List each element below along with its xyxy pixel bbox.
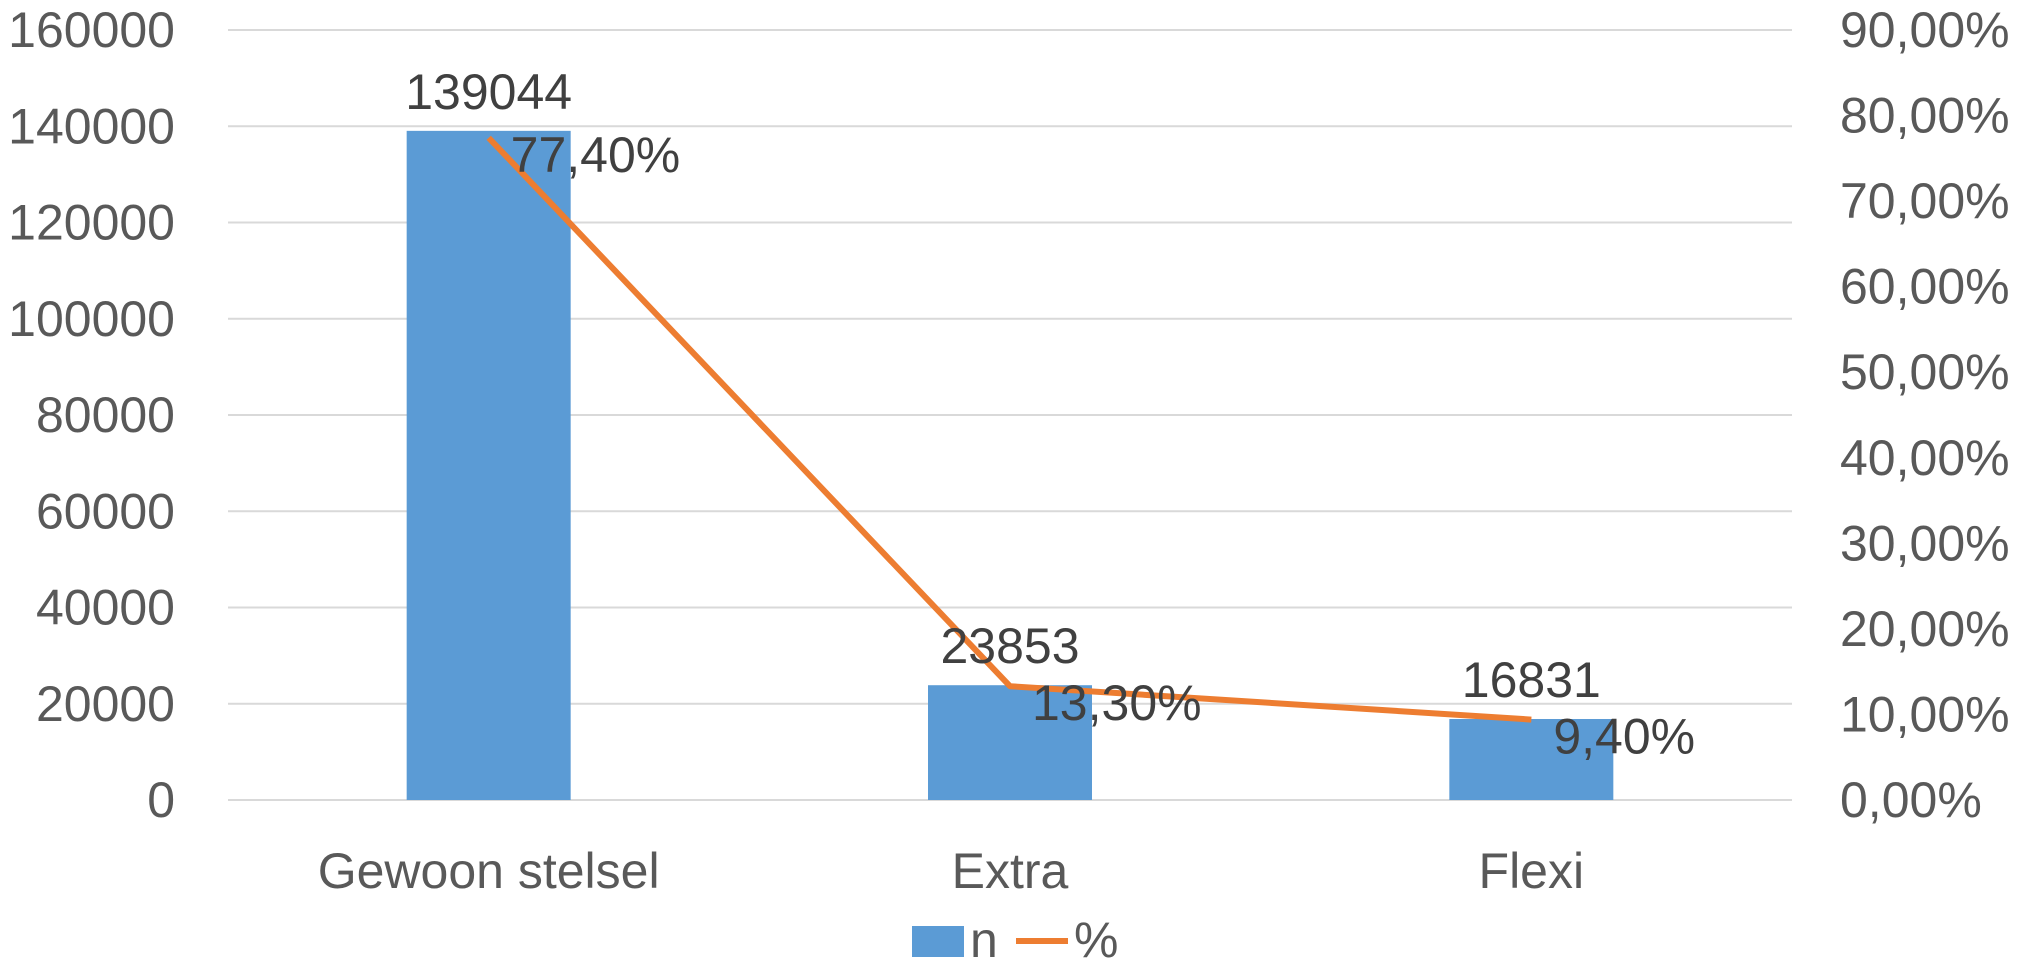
left-axis-tick-label: 0: [147, 772, 175, 828]
left-axis-tick-label: 20000: [36, 676, 175, 732]
legend-label: %: [1074, 912, 1118, 968]
bar: [406, 130, 571, 800]
category-axis: Gewoon stelsel Extra Flexi: [318, 843, 1584, 899]
right-axis-tick-label: 30,00%: [1840, 515, 2010, 571]
left-axis-tick-label: 80000: [36, 387, 175, 443]
category-label: Extra: [952, 843, 1069, 899]
left-axis-tick-label: 140000: [8, 98, 175, 154]
line-series: [486, 135, 1532, 723]
right-axis-tick-label: 60,00%: [1840, 259, 2010, 315]
right-axis: 0,00% 10,00% 20,00% 30,00% 40,00% 50,00% 60,00…: [1840, 2, 2010, 828]
series-line: [486, 135, 1532, 723]
bar: [1449, 719, 1614, 800]
left-axis-tick-label: 160000: [8, 2, 175, 58]
bar-data-label: 16831: [1462, 652, 1601, 708]
right-axis-tick-label: 20,00%: [1840, 601, 2010, 657]
legend: n%: [912, 912, 1118, 968]
left-axis: 0 20000 40000 60000 80000 100000 120000 140000 1…: [8, 2, 175, 828]
left-axis-tick-label: 40000: [36, 580, 175, 636]
right-axis-tick-label: 70,00%: [1840, 173, 2010, 229]
line-data-label: 9,40%: [1553, 709, 1695, 765]
bar-data-label: 139044: [405, 64, 572, 120]
line-data-label: 13,30%: [1032, 675, 1202, 731]
right-axis-tick-label: 0,00%: [1840, 772, 1982, 828]
left-axis-tick-label: 60000: [36, 483, 175, 539]
bar-data-label: 23853: [940, 618, 1079, 674]
legend-label: n: [970, 912, 998, 968]
left-axis-tick-label: 100000: [8, 291, 175, 347]
right-axis-tick-label: 80,00%: [1840, 88, 2010, 144]
right-axis-tick-label: 90,00%: [1840, 2, 2010, 58]
bar: [928, 685, 1092, 800]
data-labels: 139044 23853 16831 77,40% 13,30% 9,40%: [405, 64, 1695, 765]
legend-swatch-bar: [912, 926, 964, 957]
line-data-label: 77,40%: [511, 127, 681, 183]
right-axis-tick-label: 40,00%: [1840, 430, 2010, 486]
category-label: Flexi: [1479, 843, 1585, 899]
category-label: Gewoon stelsel: [318, 843, 660, 899]
bar-series: [406, 130, 1614, 800]
right-axis-tick-label: 10,00%: [1840, 686, 2010, 742]
right-axis-tick-label: 50,00%: [1840, 344, 2010, 400]
left-axis-tick-label: 120000: [8, 195, 175, 251]
